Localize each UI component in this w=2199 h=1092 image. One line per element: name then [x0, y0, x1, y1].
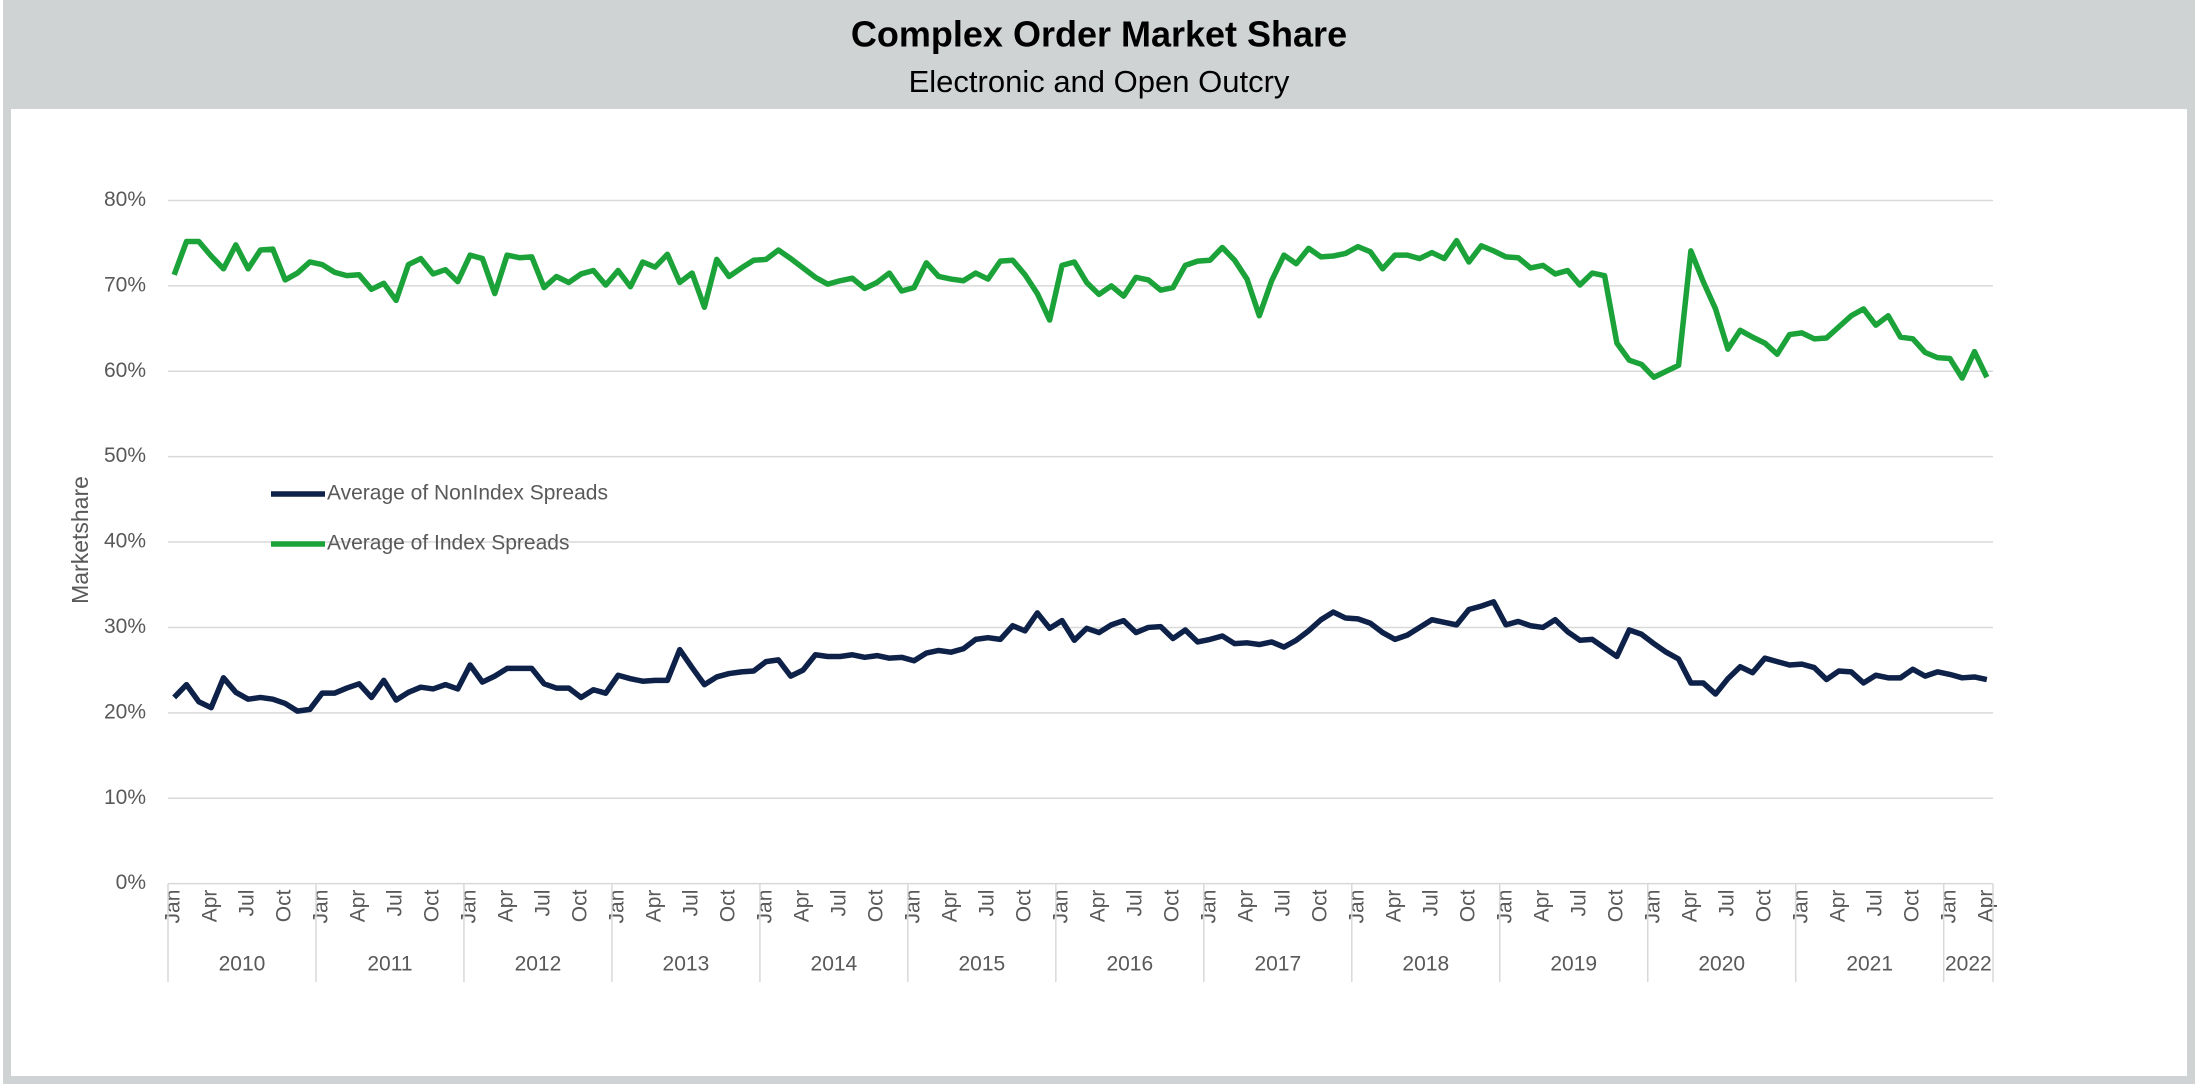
x-tick-label: Jan: [902, 890, 925, 924]
y-tick-label: 50%: [104, 444, 146, 467]
x-tick-label: Jul: [976, 890, 999, 917]
x-tick-label: Jan: [310, 890, 333, 924]
y-tick-label: 40%: [104, 530, 146, 553]
y-tick-label: 80%: [104, 188, 146, 211]
x-tick-label: Apr: [791, 890, 814, 923]
x-tick-label: Jan: [1198, 890, 1221, 924]
year-label: 2013: [663, 953, 710, 976]
chart-subtitle: Electronic and Open Outcry: [909, 64, 1290, 99]
x-tick-label: Apr: [1235, 890, 1258, 923]
year-label: 2021: [1846, 953, 1893, 976]
x-tick-label: Jan: [458, 890, 481, 924]
x-tick-label: Jan: [754, 890, 777, 924]
y-tick-label: 0%: [116, 871, 146, 894]
year-label: 2020: [1698, 953, 1745, 976]
x-tick-label: Jul: [680, 890, 703, 917]
x-tick-label: Jan: [1937, 890, 1960, 924]
x-tick-label: Jan: [1641, 890, 1664, 924]
x-tick-label: Oct: [569, 889, 592, 922]
x-tick-label: Jul: [1419, 890, 1442, 917]
x-tick-label: Apr: [1974, 890, 1997, 923]
x-tick-label: Jan: [606, 890, 629, 924]
x-tick-label: Apr: [199, 890, 222, 923]
x-tick-label: Jan: [1345, 890, 1368, 924]
x-tick-label: Jul: [532, 890, 555, 917]
x-tick-label: Apr: [1087, 890, 1110, 923]
y-tick-label: 10%: [104, 786, 146, 809]
year-label: 2017: [1254, 953, 1301, 976]
title-bar: [11, 4, 2187, 109]
x-tick-label: Jul: [1567, 890, 1590, 917]
x-tick-label: Apr: [1678, 890, 1701, 923]
x-tick-label: Oct: [1456, 889, 1479, 922]
x-tick-label: Apr: [643, 890, 666, 923]
legend-label: Average of NonIndex Spreads: [327, 482, 608, 505]
x-tick-label: Jan: [1050, 890, 1073, 924]
y-tick-label: 60%: [104, 359, 146, 382]
x-tick-label: Apr: [1530, 890, 1553, 923]
series-line: [171, 237, 1990, 381]
x-tick-label: Oct: [1161, 889, 1184, 922]
x-tick-label: Apr: [1382, 890, 1405, 923]
x-tick-label: Oct: [1013, 889, 1036, 922]
y-tick-label: 20%: [104, 700, 146, 723]
year-label: 2011: [367, 953, 412, 976]
x-tick-label: Oct: [717, 889, 740, 922]
series-line: [172, 599, 1988, 714]
year-label: 2016: [1106, 953, 1153, 976]
x-tick-label: Jan: [1493, 890, 1516, 924]
x-tick-label: Jul: [1863, 890, 1886, 917]
y-axis-label: Marketshare: [67, 476, 93, 604]
legend-label: Average of Index Spreads: [327, 532, 569, 555]
x-tick-label: Apr: [347, 890, 370, 923]
x-tick-label: Jul: [1715, 890, 1738, 917]
x-tick-label: Apr: [495, 890, 518, 923]
x-tick-label: Oct: [1900, 889, 1923, 922]
year-label: 2015: [958, 953, 1005, 976]
x-tick-label: Oct: [1604, 889, 1627, 922]
x-tick-label: Jul: [1124, 890, 1147, 917]
x-tick-label: Apr: [939, 890, 962, 923]
x-tick-label: Jul: [384, 890, 407, 917]
x-tick-label: Jul: [236, 890, 259, 917]
year-label: 2012: [515, 953, 562, 976]
x-tick-label: Oct: [1752, 889, 1775, 922]
year-label: 2014: [811, 953, 858, 976]
x-tick-label: Jan: [1789, 890, 1812, 924]
x-tick-label: Apr: [1826, 890, 1849, 923]
x-tick-label: Oct: [421, 889, 444, 922]
x-tick-label: Jul: [828, 890, 851, 917]
year-label: 2018: [1402, 953, 1449, 976]
chart-title: Complex Order Market Share: [851, 14, 1347, 55]
year-label: 2019: [1550, 953, 1597, 976]
x-tick-label: Oct: [865, 889, 888, 922]
year-label: 2010: [219, 953, 266, 976]
y-tick-label: 70%: [104, 273, 146, 296]
x-tick-label: Oct: [273, 889, 296, 922]
x-tick-label: Oct: [1309, 889, 1332, 922]
y-tick-label: 30%: [104, 615, 146, 638]
year-label: 2022: [1945, 953, 1992, 976]
x-tick-label: Jul: [1272, 890, 1295, 917]
x-tick-label: Jan: [162, 890, 185, 924]
